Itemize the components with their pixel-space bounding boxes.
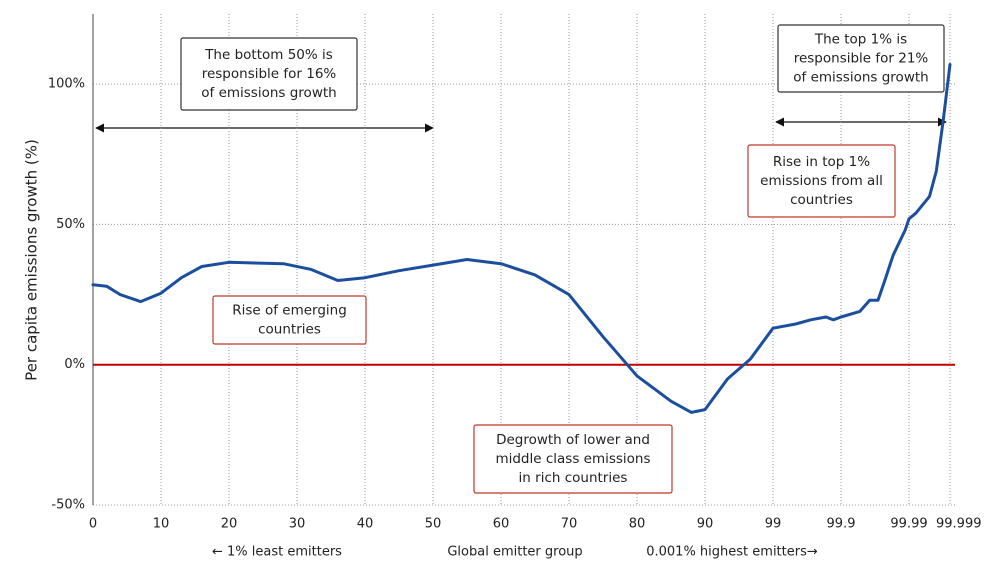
x-tick-label: 60 [493, 517, 510, 532]
annotation-text: The bottom 50% is [204, 47, 333, 63]
x-tick-label: 40 [357, 517, 374, 532]
y-axis-label: Per capita emissions growth (%) [23, 139, 41, 381]
annotation-box [777, 24, 945, 93]
x-tick-label: 30 [289, 517, 306, 532]
x-tick-label: 50 [425, 517, 442, 532]
x-axis-label: Global emitter group [447, 545, 582, 560]
annotation-box [212, 295, 367, 345]
annotation-text: responsible for 16% [202, 66, 337, 82]
x-tick-label: 10 [153, 517, 170, 532]
annotation-text: countries [790, 192, 853, 208]
y-tick-label: 100% [48, 77, 85, 92]
x-tick-label: 99 [765, 517, 782, 532]
data-line [91, 63, 952, 414]
y-tick-label: 0% [64, 357, 85, 372]
y-tick-label: 50% [56, 217, 85, 232]
x-tick-label: 70 [561, 517, 578, 532]
x-tick-label: 99.9 [827, 517, 856, 532]
annotation-text: Degrowth of lower and [496, 432, 650, 448]
annotation-text: responsible for 21% [794, 51, 929, 67]
annotation-text: Rise of emerging [232, 303, 347, 319]
annotation-box [747, 144, 896, 218]
annotation-text: of emissions growth [793, 70, 928, 86]
annotation-text: in rich countries [519, 470, 628, 486]
x-tick-label: 20 [221, 517, 238, 532]
annotation-text: countries [258, 322, 321, 338]
x-tick-label: 99.999 [936, 517, 982, 532]
annotation-text: The top 1% is [814, 32, 907, 48]
x-axis-label: ← 1% least emitters [212, 545, 342, 560]
x-tick-label: 90 [697, 517, 714, 532]
annotation-box [180, 37, 358, 111]
x-axis-label: 0.001% highest emitters→ [646, 545, 818, 560]
annotation-text: middle class emissions [495, 451, 650, 467]
annotation-text: emissions from all [760, 173, 883, 189]
annotation-text: of emissions growth [201, 85, 336, 101]
x-tick-label: 0 [89, 517, 97, 532]
x-tick-label: 80 [629, 517, 646, 532]
y-tick-label: -50% [51, 498, 85, 513]
annotation-box [473, 424, 673, 494]
annotation-text: Rise in top 1% [773, 154, 870, 170]
x-tick-label: 99.99 [890, 517, 927, 532]
